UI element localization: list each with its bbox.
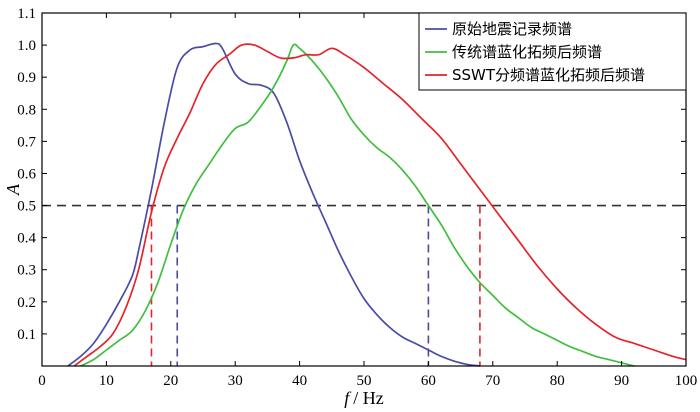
y-tick-label: 1.1 — [17, 6, 36, 22]
x-axis-label-unit: / Hz — [353, 388, 384, 408]
y-tick-label: 1.0 — [17, 38, 36, 54]
y-tick-label: 0.5 — [17, 199, 36, 215]
x-tick-label: 40 — [292, 373, 307, 389]
reference-lines — [42, 204, 686, 366]
x-axis-label: f / Hz — [344, 388, 384, 408]
legend-label: 传统谱蓝化拓频后频谱 — [452, 43, 602, 61]
x-tick-label: 10 — [99, 373, 114, 389]
y-tick-label: 0.2 — [17, 295, 36, 311]
y-tick-label: 0.9 — [17, 70, 36, 86]
x-tick-label: 0 — [38, 373, 46, 389]
legend-box — [418, 12, 687, 91]
y-tick-label: 0.7 — [17, 134, 36, 150]
series-conventional-blueing — [80, 43, 635, 367]
y-tick-label: 0.1 — [17, 327, 36, 343]
legend-label: 原始地震记录频谱 — [452, 20, 572, 38]
x-tick-label: 20 — [163, 373, 178, 389]
series-original-spectrum — [67, 42, 481, 367]
x-tick-label: 50 — [357, 373, 372, 389]
x-tick-label: 60 — [421, 373, 436, 389]
axis-ticks: 0 10 20 30 40 50 60 70 80 90 100 0.1 0.2 0.3 0.4 0.5 0.6… — [17, 6, 697, 389]
y-axis-label: A — [3, 183, 23, 196]
y-tick-label: 0.6 — [17, 166, 36, 182]
y-tick-label: 0.4 — [17, 231, 36, 247]
series-sswt-blueing — [73, 43, 687, 367]
series-lines — [67, 42, 687, 367]
x-tick-label: 100 — [675, 373, 698, 389]
legend-label: SSWT分频谱蓝化拓频后频谱 — [452, 66, 645, 84]
y-tick-label: 0.8 — [17, 102, 36, 118]
x-tick-label: 80 — [550, 373, 565, 389]
x-tick-label: 70 — [485, 373, 500, 389]
x-tick-label: 90 — [614, 373, 629, 389]
y-tick-label: 0.3 — [17, 263, 36, 279]
x-axis-label-symbol: f — [344, 388, 352, 408]
x-tick-label: 30 — [228, 373, 243, 389]
